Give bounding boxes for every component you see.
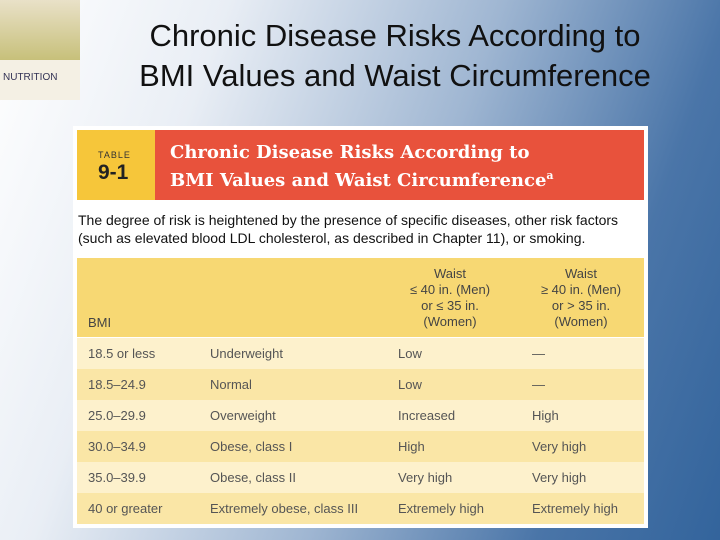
header-waist: Waist — [564, 266, 598, 281]
table-title: Chronic Disease Risks According to — [170, 142, 530, 163]
header-bmi: BMI — [88, 315, 112, 330]
table-cell: 35.0–39.9 — [88, 470, 146, 485]
table-header-band — [77, 130, 644, 200]
table-row: 25.0–29.9 Overweight Increased High — [77, 400, 644, 431]
table-cell: 40 or greater — [88, 501, 163, 516]
table-cell: Very high — [532, 470, 587, 485]
table-label: TABLE — [98, 150, 131, 160]
table-cell: High — [532, 408, 559, 423]
table-row: 18.5 or less Underweight Low — — [77, 338, 644, 369]
table-cell: 25.0–29.9 — [88, 408, 146, 423]
table-cell: Extremely obese, class III — [210, 501, 359, 516]
table-cell: 18.5 or less — [88, 346, 156, 361]
header-row: BMI Waist ≤ 40 in. (Men) or ≤ 35 in. (Women… — [77, 258, 644, 337]
cover-title: NUTRITION — [3, 72, 58, 83]
slide-title: Chronic Disease Risks According to — [149, 18, 641, 53]
header-waist: or > 35 in. — [551, 298, 611, 313]
table-cell: Very high — [398, 470, 453, 485]
header-waist: ≥ 40 in. (Men) — [540, 282, 622, 297]
table-cell: Low — [398, 377, 422, 392]
header-waist: ≤ 40 in. (Men) — [409, 282, 491, 297]
table-cell: Overweight — [210, 408, 276, 423]
header-waist: (Women) — [554, 314, 608, 329]
table-cell: 30.0–34.9 — [88, 439, 146, 454]
table-cell: Increased — [398, 408, 456, 423]
table-cell: 18.5–24.9 — [88, 377, 146, 392]
header-waist: (Women) — [423, 314, 477, 329]
table-title: BMI Values and Waist Circumferencea — [170, 169, 554, 191]
table-title-text: BMI Values and Waist Circumference — [170, 170, 547, 191]
table-cell: Obese, class II — [210, 470, 296, 485]
table-row: 18.5–24.9 Normal Low — — [77, 369, 644, 400]
footnote-mark: a — [546, 169, 554, 182]
table-cell: Extremely high — [532, 501, 618, 516]
slide-title: BMI Values and Waist Circumference — [139, 58, 651, 93]
table-row: 40 or greater Extremely obese, class III E… — [77, 493, 644, 524]
book-cover: NUTRITION — [0, 0, 80, 100]
table-row: 35.0–39.9 Obese, class II Very high Very hi… — [77, 462, 644, 493]
table-label-box: TABLE 9-1 — [77, 130, 155, 200]
table-note: (such as elevated blood LDL cholesterol,… — [78, 230, 586, 246]
table-cell: Low — [398, 346, 422, 361]
table-cell: Extremely high — [398, 501, 484, 516]
table-cell: Underweight — [210, 346, 283, 361]
table-number: 9-1 — [98, 161, 129, 184]
table-figure: TABLE 9-1 Chronic Disease Risks Accordin… — [73, 126, 648, 528]
table-cell: — — [532, 346, 545, 361]
header-waist: or ≤ 35 in. — [421, 298, 479, 313]
table-cell: — — [532, 377, 545, 392]
table-cell: Very high — [532, 439, 587, 454]
table-cell: Obese, class I — [210, 439, 293, 454]
header-waist: Waist — [433, 266, 467, 281]
table-cell: High — [398, 439, 425, 454]
table-row: 30.0–34.9 Obese, class I High Very high — [77, 431, 644, 462]
table-note: The degree of risk is heightened by the … — [78, 212, 619, 228]
table-cell: Normal — [210, 377, 252, 392]
